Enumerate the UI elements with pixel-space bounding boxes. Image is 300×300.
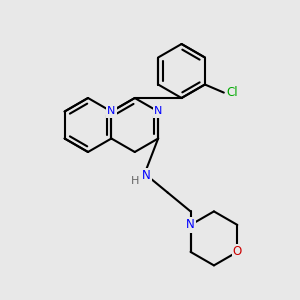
Text: N: N xyxy=(186,218,195,231)
Text: N: N xyxy=(142,169,151,182)
Text: O: O xyxy=(233,245,242,258)
Text: Cl: Cl xyxy=(226,86,238,99)
Text: H: H xyxy=(130,176,139,186)
Text: N: N xyxy=(186,218,195,231)
Text: N: N xyxy=(154,106,162,116)
Text: N: N xyxy=(107,106,116,116)
